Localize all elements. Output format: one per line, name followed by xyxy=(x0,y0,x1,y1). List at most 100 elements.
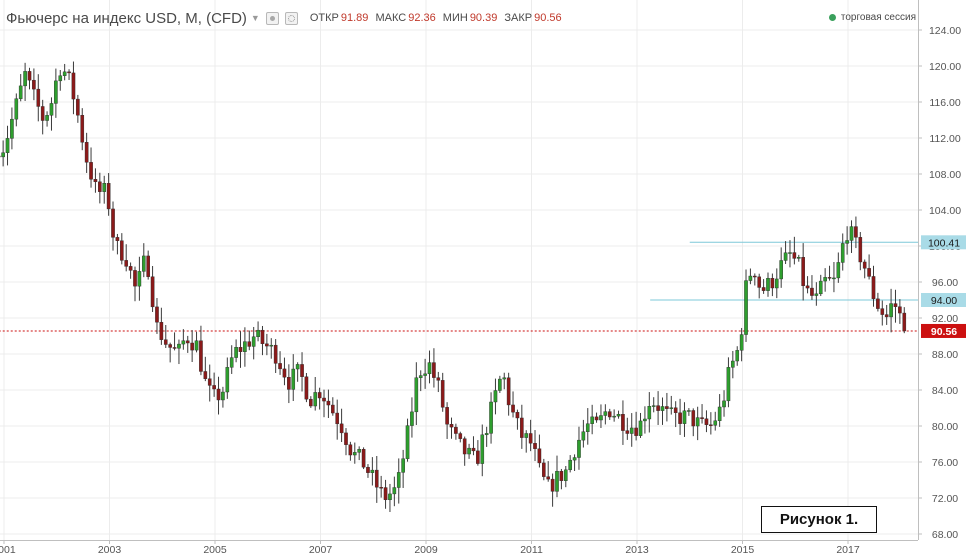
time-tick-label: 2007 xyxy=(309,544,333,556)
candle-body xyxy=(5,138,10,153)
price-tick-label: 112.00 xyxy=(929,133,960,145)
candle-body xyxy=(440,380,445,408)
candle-body xyxy=(291,368,296,390)
candle-body xyxy=(159,322,164,340)
candle-body xyxy=(278,363,282,370)
candle-body xyxy=(427,362,432,375)
time-tick-label: 2003 xyxy=(98,544,122,556)
candle-body xyxy=(735,350,740,362)
candle-body xyxy=(388,493,392,501)
candle-body xyxy=(172,347,177,349)
candle-body xyxy=(854,226,858,238)
candle-body xyxy=(128,266,133,271)
candle-body xyxy=(845,240,849,244)
candle-body xyxy=(484,433,489,436)
candle-body xyxy=(163,339,168,345)
candle-body xyxy=(814,293,819,296)
candle-body xyxy=(563,469,568,481)
candle-body xyxy=(761,287,766,291)
candle-body xyxy=(194,340,199,351)
candle-body xyxy=(858,237,863,263)
candle-body xyxy=(234,347,238,358)
gear-icon[interactable] xyxy=(284,11,298,25)
candle-body xyxy=(10,118,14,139)
candle-body xyxy=(23,71,27,87)
candle-body xyxy=(370,469,375,473)
open-value: 91.89 xyxy=(340,12,369,24)
candle-body xyxy=(168,344,172,348)
candle-body xyxy=(691,410,696,427)
candle-body xyxy=(269,344,274,347)
candle-body xyxy=(357,449,361,453)
candle-body xyxy=(247,341,252,347)
candle-body xyxy=(612,415,616,418)
grid-lines xyxy=(0,0,918,540)
chevron-down-icon[interactable]: ▼ xyxy=(250,13,260,23)
candle-body xyxy=(379,487,383,489)
candle-body xyxy=(238,347,243,352)
candle-body xyxy=(199,340,203,372)
level-tag-label: 100.41 xyxy=(928,237,960,249)
candle-body xyxy=(722,400,726,408)
time-tick-label: 2011 xyxy=(520,544,543,556)
candle-body xyxy=(753,275,757,278)
candle-body xyxy=(594,416,599,421)
candle-body xyxy=(498,378,502,391)
price-tick-label: 72.00 xyxy=(932,493,958,505)
candle-body xyxy=(739,334,744,351)
price-tick-label: 88.00 xyxy=(932,349,958,361)
candle-body xyxy=(651,405,656,407)
high-label: МАКС xyxy=(375,12,407,24)
candle-body xyxy=(757,276,762,288)
candle-body xyxy=(396,472,401,488)
candle-body xyxy=(300,364,304,377)
time-tick-label: 2013 xyxy=(625,544,649,556)
candle-body xyxy=(616,414,621,417)
candle-body xyxy=(115,237,120,241)
candle-body xyxy=(695,417,700,427)
price-tick-label: 108.00 xyxy=(929,169,961,181)
chart-title[interactable]: Фьючерс на индекс USD, M, (CFD) xyxy=(6,9,247,27)
candle-body xyxy=(203,371,208,379)
candle-body xyxy=(89,162,93,180)
candle-body xyxy=(823,277,827,282)
candle-body xyxy=(792,252,797,259)
candle-body xyxy=(524,433,529,438)
candle-body xyxy=(265,343,269,347)
candle-body xyxy=(18,85,23,99)
candle-body xyxy=(704,418,709,425)
candle-body xyxy=(867,268,871,277)
candle-body xyxy=(339,423,344,434)
candle-body xyxy=(137,271,142,287)
candle-body xyxy=(366,466,370,473)
candle-body xyxy=(243,341,247,352)
candle-body xyxy=(331,404,335,414)
candle-body xyxy=(862,261,867,269)
candle-body xyxy=(471,447,476,452)
level-tag xyxy=(921,323,966,338)
candle-body xyxy=(836,262,841,279)
session-label: торговая сессия xyxy=(840,12,916,23)
close-value: 90.56 xyxy=(534,12,562,24)
candle-body xyxy=(102,183,107,192)
candle-body xyxy=(634,427,638,436)
candle-body xyxy=(45,115,49,121)
eye-icon[interactable] xyxy=(265,11,279,25)
candle-body xyxy=(14,98,19,120)
candle-body xyxy=(344,432,348,445)
candle-body xyxy=(506,377,511,406)
candle-body xyxy=(489,401,493,434)
candle-body xyxy=(177,343,181,349)
candle-body xyxy=(889,303,893,318)
price-tick-label: 96.00 xyxy=(932,277,958,289)
level-tag xyxy=(921,293,966,307)
candle-body xyxy=(555,470,559,492)
candle-body xyxy=(744,280,748,335)
candle-body xyxy=(871,276,876,300)
candle-body xyxy=(467,447,471,455)
candle-body xyxy=(229,357,234,368)
candle-body xyxy=(880,308,885,315)
price-tick-label: 76.00 xyxy=(932,457,958,469)
candle-body xyxy=(673,407,678,414)
